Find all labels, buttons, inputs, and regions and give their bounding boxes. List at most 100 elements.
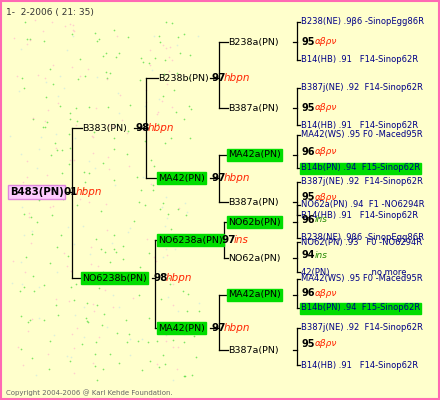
Point	[187, 135, 194, 141]
Point	[101, 287, 108, 293]
Point	[26, 210, 33, 216]
Point	[82, 315, 89, 321]
Point	[59, 169, 66, 176]
Text: αβρν: αβρν	[315, 38, 337, 46]
Point	[95, 285, 103, 291]
Point	[29, 273, 37, 280]
Point	[161, 222, 168, 229]
Text: B14(HB) .91   F14-Sinop62R: B14(HB) .91 F14-Sinop62R	[301, 210, 418, 220]
Point	[77, 196, 84, 202]
Text: 96: 96	[301, 288, 315, 298]
Point	[21, 84, 28, 91]
Point	[18, 281, 26, 287]
Text: B387j(NE) .92  F14-Sinop62R: B387j(NE) .92 F14-Sinop62R	[301, 178, 423, 186]
Point	[108, 240, 115, 246]
Point	[174, 206, 181, 212]
Point	[22, 18, 29, 25]
Point	[86, 199, 93, 206]
Point	[73, 202, 80, 208]
Point	[165, 294, 172, 300]
Point	[21, 231, 28, 238]
Point	[44, 107, 51, 113]
Point	[138, 187, 145, 193]
Point	[89, 133, 96, 140]
Point	[41, 281, 48, 288]
Point	[81, 179, 88, 185]
Point	[114, 120, 121, 127]
Point	[113, 249, 120, 255]
Point	[61, 22, 68, 29]
Point	[49, 81, 56, 88]
Point	[180, 373, 187, 379]
Point	[18, 46, 25, 52]
Point	[97, 208, 104, 214]
Point	[35, 146, 42, 153]
Point	[66, 358, 73, 365]
Point	[143, 98, 150, 105]
Text: B238a(PN): B238a(PN)	[228, 38, 279, 46]
Point	[85, 104, 92, 110]
Point	[114, 32, 121, 39]
Text: B14(HB) .91   F14-Sinop62R: B14(HB) .91 F14-Sinop62R	[301, 360, 418, 370]
Point	[83, 276, 90, 282]
Point	[110, 135, 117, 141]
Point	[125, 163, 132, 169]
Point	[114, 89, 121, 96]
Point	[103, 227, 110, 233]
Point	[84, 319, 92, 326]
Point	[23, 158, 30, 164]
Point	[155, 96, 162, 102]
Point	[84, 66, 92, 72]
Point	[18, 75, 26, 81]
Point	[160, 254, 167, 260]
Point	[174, 326, 181, 333]
Point	[186, 75, 193, 81]
Point	[75, 76, 82, 82]
Point	[60, 196, 67, 202]
Point	[85, 170, 92, 176]
Point	[144, 235, 151, 242]
Point	[54, 99, 61, 106]
Point	[55, 92, 62, 99]
Point	[40, 183, 48, 190]
Point	[88, 260, 95, 267]
Text: B14(HB) .91   F14-Sinop62R: B14(HB) .91 F14-Sinop62R	[301, 56, 418, 64]
Point	[180, 339, 187, 346]
Point	[180, 31, 187, 37]
Point	[167, 226, 174, 232]
Point	[162, 56, 169, 63]
Point	[156, 32, 163, 39]
Point	[73, 325, 81, 332]
Point	[126, 352, 133, 358]
Point	[165, 242, 172, 248]
Point	[182, 200, 189, 206]
Point	[147, 157, 154, 164]
Point	[174, 34, 181, 40]
Point	[66, 145, 73, 152]
Point	[170, 318, 177, 325]
Point	[65, 253, 72, 260]
Point	[17, 288, 24, 294]
Point	[123, 150, 130, 157]
Point	[93, 376, 100, 383]
Point	[153, 361, 160, 367]
Point	[46, 192, 53, 198]
Point	[26, 36, 33, 42]
Point	[93, 302, 100, 309]
Point	[83, 318, 90, 324]
Point	[66, 185, 73, 192]
Point	[47, 152, 54, 158]
Point	[157, 205, 164, 212]
Point	[89, 301, 96, 308]
Point	[40, 124, 47, 131]
Point	[50, 202, 57, 209]
Point	[111, 177, 118, 183]
Point	[115, 110, 122, 116]
Point	[123, 130, 130, 136]
Point	[118, 116, 125, 123]
Point	[93, 38, 100, 44]
Point	[25, 319, 32, 325]
Point	[70, 33, 77, 39]
Point	[163, 252, 170, 258]
Point	[171, 87, 178, 94]
